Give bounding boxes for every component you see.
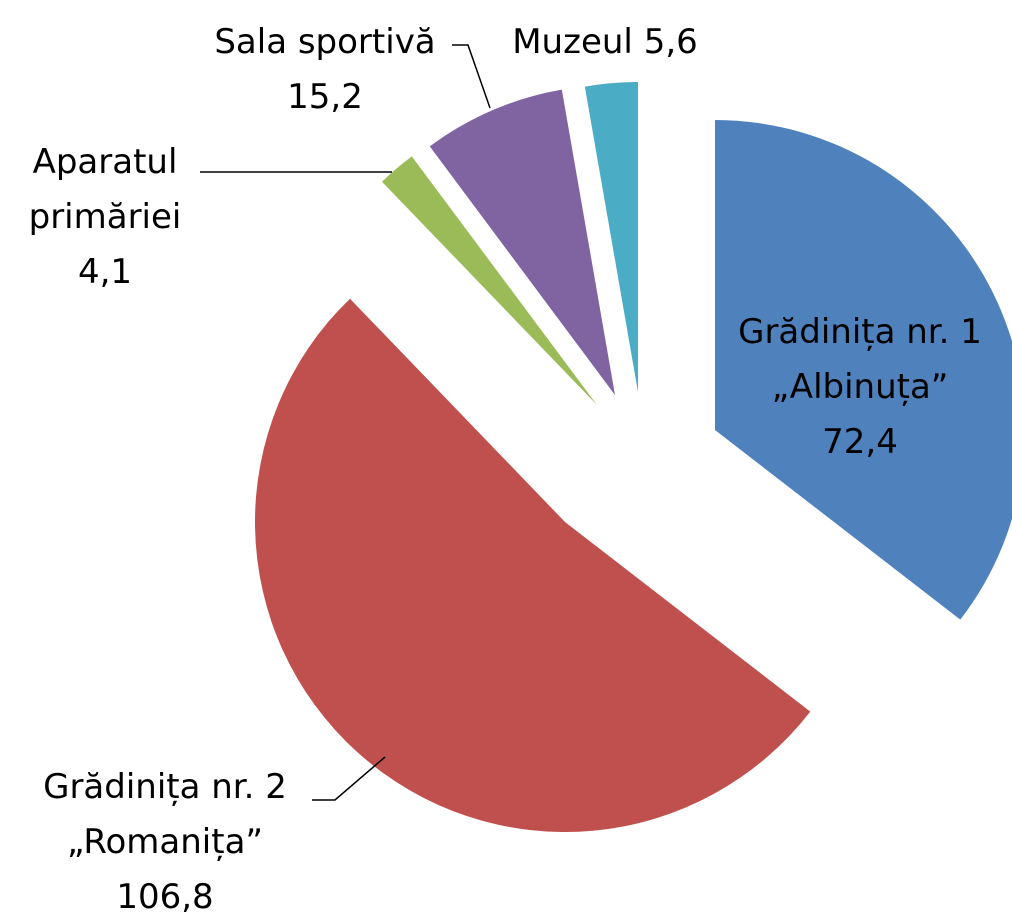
- value-label: 72,4: [822, 422, 898, 462]
- pie-slice: [429, 89, 615, 395]
- category-label: Sala sportivă: [214, 22, 436, 62]
- pie-slice: [715, 120, 1012, 620]
- slice-label: Grădinița nr. 1 „Albinuța” 72,4: [715, 305, 1005, 470]
- pie-slice: [254, 298, 811, 833]
- slice-label: Aparatul primăriei 4,1: [0, 135, 210, 300]
- slice-label: Sala sportivă 15,2: [180, 15, 470, 125]
- category-label: Aparatul primăriei: [28, 142, 182, 237]
- category-label: Grădinița nr. 2 „Romanița”: [43, 767, 287, 862]
- category-label: Grădinița nr. 1 „Albinuța”: [738, 312, 982, 407]
- value-label: 106,8: [116, 877, 214, 917]
- slice-label: Muzeul 5,6: [480, 15, 730, 70]
- leader-line: [452, 44, 491, 109]
- pie-slice: [381, 156, 597, 405]
- category-label: Muzeul: [512, 22, 633, 62]
- value-label: 5,6: [643, 22, 698, 62]
- pie-slice: [584, 82, 638, 392]
- slice-label: Grădinița nr. 2 „Romanița” 106,8: [10, 760, 320, 923]
- leader-line: [312, 756, 386, 801]
- value-label: 4,1: [77, 252, 133, 292]
- value-label: 15,2: [287, 77, 363, 117]
